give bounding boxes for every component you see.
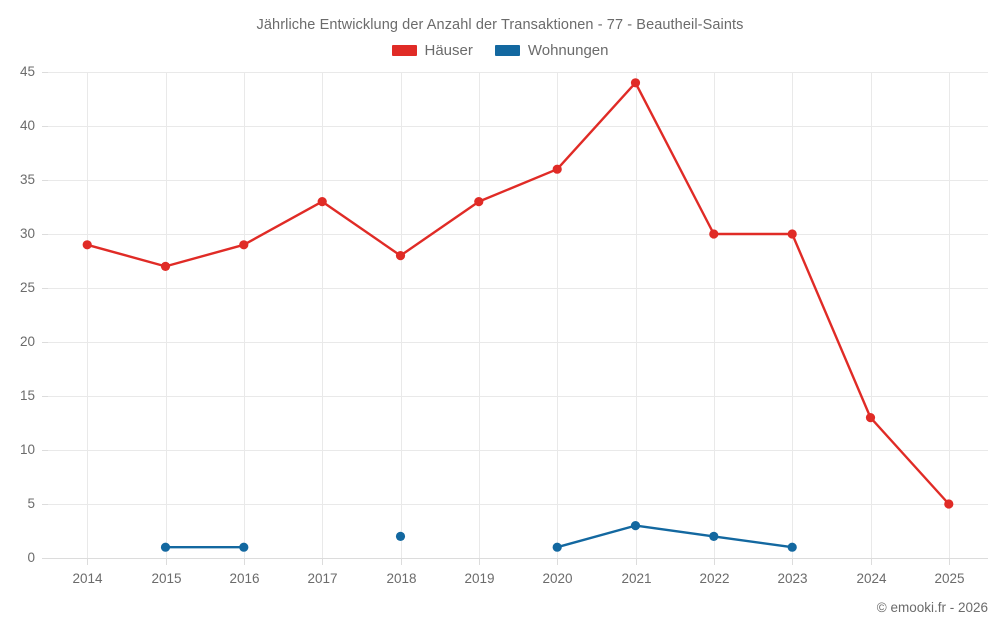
- x-axis-tick-label: 2021: [621, 571, 651, 586]
- y-axis-tick-label: 15: [20, 388, 35, 403]
- x-axis-tick-label: 2024: [856, 571, 887, 586]
- y-axis-tick-label: 45: [20, 64, 35, 79]
- legend-item-wohnungen[interactable]: Wohnungen: [494, 42, 609, 59]
- y-axis-tick-label: 10: [20, 442, 35, 457]
- data-point[interactable]: Wohnungen 2022: 2: [709, 531, 719, 542]
- data-point[interactable]: Wohnungen 2016: 1: [239, 542, 249, 552]
- data-point[interactable]: Häuser 2020: 36: [552, 164, 562, 174]
- x-axis-tick-label: 2020: [542, 571, 572, 586]
- data-point[interactable]: Häuser 2019: 33: [474, 197, 484, 207]
- series-line-hauser: [86, 81, 950, 506]
- x-axis-tick-label: 2025: [934, 571, 964, 586]
- data-point[interactable]: Häuser 2021: 44: [630, 78, 641, 88]
- footer-credit: © emooki.fr - 2026: [876, 600, 988, 615]
- data-point[interactable]: Häuser 2015: 27: [160, 261, 171, 271]
- legend-swatch-wohnungen: [494, 45, 520, 56]
- data-point[interactable]: Häuser 2014: 29: [82, 240, 92, 250]
- chart-title: Jährliche Entwicklung der Anzahl der Tra…: [256, 17, 744, 33]
- y-axis-tick-label: 35: [20, 172, 35, 187]
- data-point[interactable]: Wohnungen 2021: 3: [630, 521, 641, 531]
- x-axis-tick-label: 2014: [72, 571, 103, 586]
- x-axis-tick-label: 2023: [777, 571, 807, 586]
- data-point[interactable]: Häuser 2023: 30: [787, 229, 797, 239]
- data-point[interactable]: Häuser 2017: 33: [317, 197, 327, 207]
- y-axis-tick-label: 0: [27, 550, 35, 565]
- data-point[interactable]: Wohnungen 2023: 1: [787, 542, 797, 552]
- data-point[interactable]: Häuser 2025: 5: [944, 499, 954, 509]
- y-axis-tick-label: 20: [20, 334, 35, 349]
- data-point[interactable]: Wohnungen 2018: 2: [395, 531, 406, 542]
- chart-legend: Häuser Wohnungen: [0, 42, 1000, 59]
- data-point[interactable]: Häuser 2022: 30: [709, 229, 719, 239]
- y-axis-tick-label: 30: [20, 226, 35, 241]
- y-axis-tick-label: 5: [27, 496, 35, 511]
- legend-label-wohnungen: Wohnungen: [527, 42, 609, 59]
- data-point[interactable]: Wohnungen 2015: 1: [160, 542, 171, 552]
- y-axis-tick-label: 25: [20, 280, 35, 295]
- legend-swatch-hauser: [391, 45, 417, 56]
- data-point[interactable]: Häuser 2018: 28: [395, 251, 406, 261]
- x-axis-tick-label: 2015: [151, 571, 181, 586]
- x-axis-tick-label: 2022: [699, 571, 729, 586]
- data-point[interactable]: Häuser 2024: 13: [865, 413, 876, 423]
- legend-label-hauser: Häuser: [424, 42, 473, 59]
- y-axis-tick-label: 40: [20, 118, 35, 133]
- data-point[interactable]: Häuser 2016: 29: [239, 240, 249, 250]
- x-axis-tick-label: 2018: [386, 571, 416, 586]
- x-axis-tick-label: 2016: [229, 571, 259, 586]
- series-line-wohnungen: [556, 524, 794, 549]
- data-point[interactable]: Wohnungen 2020: 1: [552, 542, 562, 552]
- x-axis-tick-label: 2017: [307, 571, 337, 586]
- legend-item-hauser[interactable]: Häuser: [391, 42, 473, 59]
- x-axis-tick-label: 2019: [464, 571, 494, 586]
